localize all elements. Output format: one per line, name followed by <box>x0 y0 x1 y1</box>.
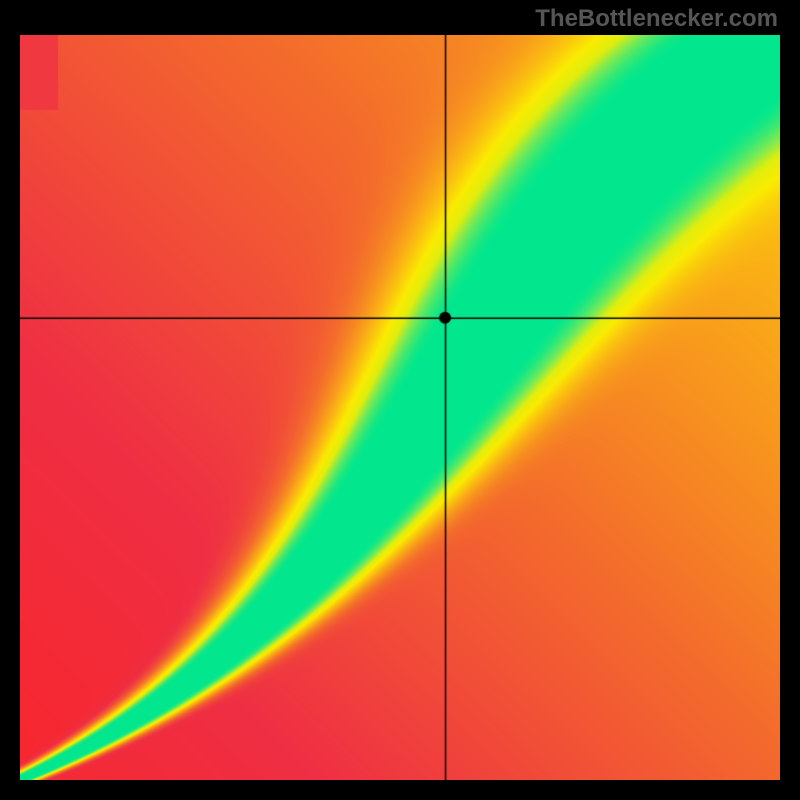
bottleneck-heatmap <box>20 35 780 780</box>
watermark-text: TheBottlenecker.com <box>535 5 778 33</box>
